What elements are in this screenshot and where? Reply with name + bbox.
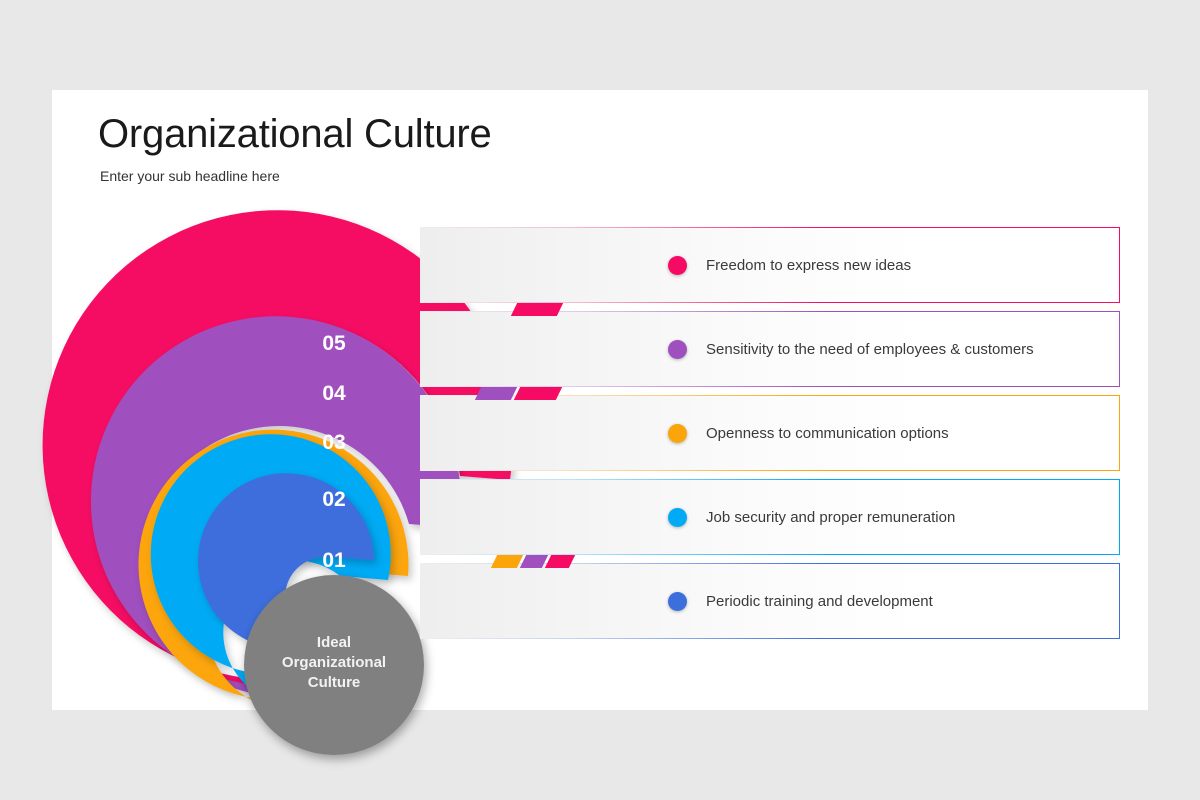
list-item-label: Freedom to express new ideas: [706, 256, 912, 274]
ring-segment-04[interactable]: [90, 316, 461, 697]
arc-tab-fragment: [510, 303, 564, 316]
center-label-line2: Organizational: [282, 654, 386, 671]
bullet-icon: [668, 339, 687, 359]
center-label-line3: Culture: [308, 674, 361, 691]
list-item[interactable]: Job security and proper remuneration: [420, 479, 1120, 555]
ring-segment-01[interactable]: [198, 473, 374, 650]
ring-number-01: 01: [322, 549, 346, 572]
list-item-label: Openness to communication options: [706, 424, 949, 442]
list-item-label: Periodic training and development: [706, 592, 933, 610]
items-list: Freedom to express new ideas Sensitivity…: [420, 227, 1120, 657]
slide-header: Organizational Culture Enter your sub he…: [98, 112, 798, 185]
page-subtitle: Enter your sub headline here: [100, 168, 280, 184]
ring-number-04: 04: [322, 382, 346, 405]
bullet-icon: [668, 507, 687, 527]
list-item-label: Sensitivity to the need of employees & c…: [706, 340, 1034, 358]
list-item[interactable]: Openness to communication options: [420, 387, 1120, 471]
list-item[interactable]: Periodic training and development: [420, 555, 1120, 639]
page-title: Organizational Culture: [98, 112, 492, 156]
center-circle[interactable]: [244, 575, 424, 755]
slide-canvas: Organizational Culture Enter your sub he…: [42, 90, 1148, 755]
ring-number-03: 03: [322, 431, 345, 454]
ring-segment-05[interactable]: [42, 210, 513, 687]
bullet-icon: [668, 591, 687, 611]
arc-tab-fragment: [513, 387, 563, 400]
concentric-rings-diagram: Ideal Organizational Culture 05 04 03 02…: [42, 210, 518, 755]
list-item[interactable]: Sensitivity to the need of employees & c…: [420, 303, 1120, 387]
arc-tab-fragment: [474, 387, 518, 400]
bullet-icon: [668, 255, 687, 275]
ring-number-02: 02: [322, 488, 345, 511]
list-item[interactable]: Freedom to express new ideas: [420, 227, 1120, 303]
center-label-line1: Ideal: [317, 634, 351, 651]
ring-number-05: 05: [322, 332, 346, 355]
bullet-icon: [668, 423, 687, 443]
list-item-label: Job security and proper remuneration: [706, 508, 956, 526]
